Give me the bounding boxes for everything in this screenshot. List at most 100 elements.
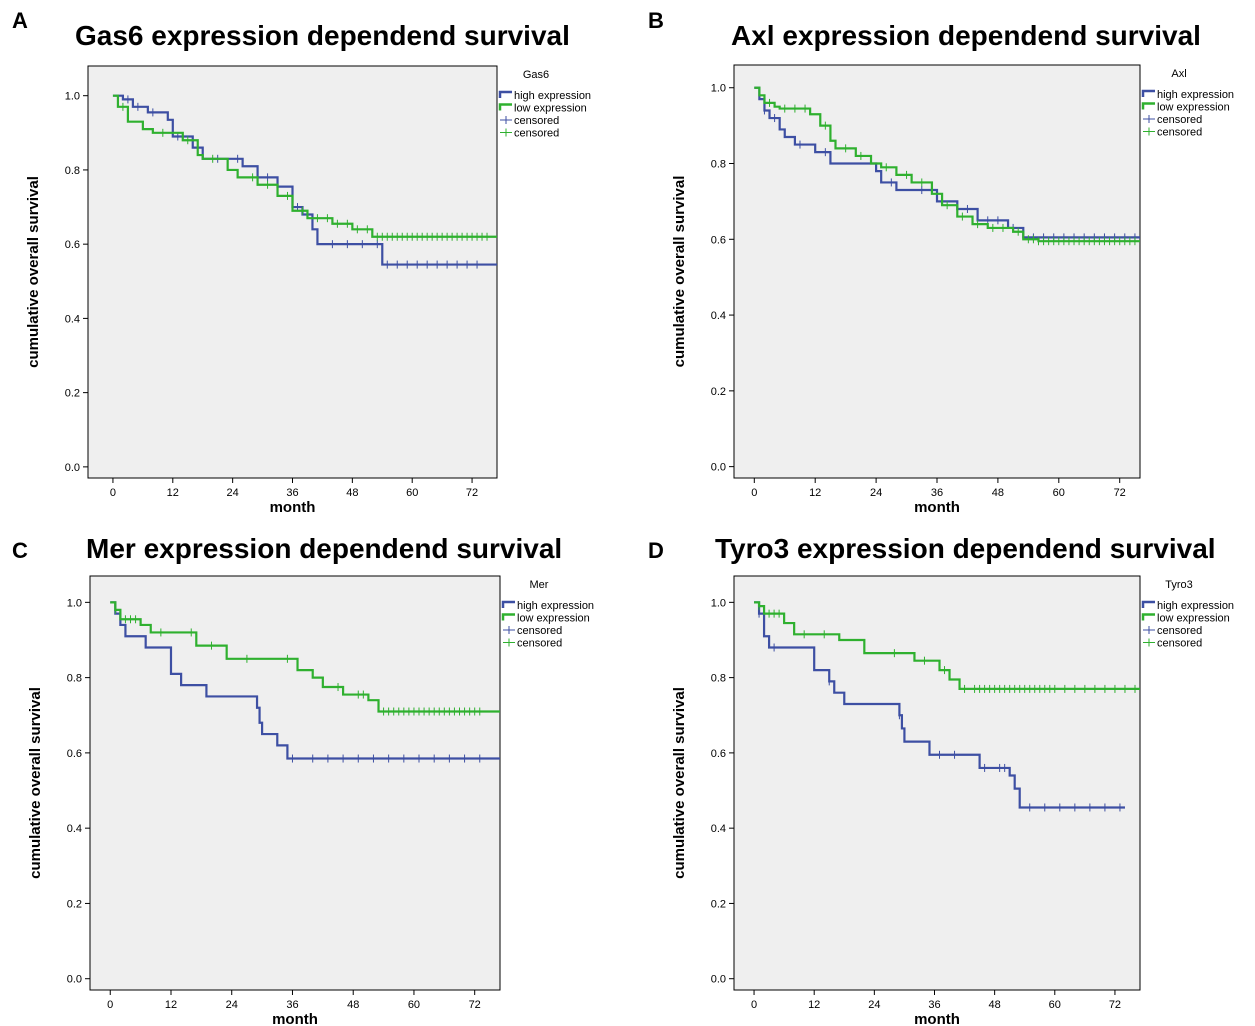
y-tick-label: 0.4: [711, 310, 726, 322]
legend-entry: censored: [1157, 625, 1202, 637]
survival-curve-low: [754, 601, 1140, 691]
legend-title: Tyro3: [1165, 579, 1193, 591]
survival-curve-high: [754, 86, 1140, 239]
x-tick-label: 0: [751, 487, 757, 499]
legend-entry: high expression: [1157, 89, 1234, 101]
panel-a: A Gas6 expression dependend survival 0.0…: [0, 0, 628, 516]
x-axis-label: month: [270, 499, 316, 516]
y-tick-label: 0.6: [711, 748, 726, 760]
y-tick-label: 1.0: [65, 91, 80, 103]
panel-c: C Mer expression dependend survival 0.0 0…: [0, 515, 628, 1026]
legend-swatch-low: [1141, 102, 1155, 110]
legend-title: Gas6: [523, 69, 549, 81]
y-tick-label: 0.0: [711, 974, 726, 986]
legend-title: Mer: [530, 579, 549, 591]
legend-entry: censored: [1157, 127, 1202, 139]
legend-swatch-high: [501, 600, 515, 608]
y-tick-label: 0.8: [711, 673, 726, 685]
legend-entry: low expression: [1157, 613, 1230, 625]
x-tick-label: 48: [346, 487, 358, 499]
legend-entry: censored: [514, 115, 559, 127]
survival-curve-high: [754, 601, 1125, 809]
y-tick-label: 0.0: [67, 974, 82, 986]
x-tick-label: 60: [408, 999, 420, 1011]
x-tick-label: 12: [808, 999, 820, 1011]
survival-curve-high: [110, 601, 500, 760]
x-tick-label: 48: [989, 999, 1001, 1011]
x-tick-label: 36: [928, 999, 940, 1011]
legend-swatch-low: [498, 103, 512, 111]
x-tick-label: 12: [167, 487, 179, 499]
y-tick-label: 0.2: [67, 898, 82, 910]
legend-entry: low expression: [514, 103, 587, 115]
y-tick-label: 0.8: [65, 165, 80, 177]
x-tick-label: 36: [286, 999, 298, 1011]
legend-entry: censored: [517, 625, 562, 637]
y-tick-label: 0.0: [65, 462, 80, 474]
y-axis-label: cumulative overall survival: [671, 687, 688, 879]
y-axis-label: cumulative overall survival: [671, 176, 688, 368]
legend-entry: censored: [517, 638, 562, 650]
x-axis-label: month: [272, 1011, 318, 1026]
survival-curve-high: [112, 94, 497, 266]
survival-chart-d: 0.0 0.2 0.4 0.6 0.8 1.0 0 12 24 36 48 60 72 month cumu…: [671, 575, 1234, 1026]
x-tick-label: 0: [110, 487, 116, 499]
legend-swatch-high: [1141, 600, 1155, 608]
survival-curve-low: [112, 94, 497, 238]
survival-curve-low: [110, 601, 500, 713]
chart-title-c: Mer expression dependend survival: [86, 533, 563, 564]
y-tick-label: 0.8: [711, 159, 726, 171]
x-tick-label: 24: [227, 487, 239, 499]
x-tick-label: 0: [107, 999, 113, 1011]
panel-letter-a: A: [12, 8, 28, 33]
x-tick-label: 72: [469, 999, 481, 1011]
x-tick-label: 60: [406, 487, 418, 499]
panel-letter-c: C: [12, 538, 28, 563]
legend-title: Axl: [1171, 68, 1186, 80]
plot-area-c: [89, 575, 501, 991]
legend-entry: high expression: [1157, 600, 1234, 612]
x-tick-label: 36: [286, 487, 298, 499]
x-tick-label: 24: [868, 999, 880, 1011]
panel-b: B Axl expression dependend survival 0.0 0…: [628, 0, 1255, 516]
chart-title-d: Tyro3 expression dependend survival: [715, 533, 1216, 564]
panel-letter-b: B: [648, 8, 664, 33]
panel-d: D Tyro3 expression dependend survival 0.…: [628, 515, 1255, 1026]
x-tick-label: 48: [992, 487, 1004, 499]
x-tick-label: 12: [809, 487, 821, 499]
x-tick-label: 36: [931, 487, 943, 499]
x-tick-label: 72: [1114, 487, 1126, 499]
legend-swatch-high: [498, 90, 512, 98]
legend-swatch-low: [501, 613, 515, 621]
y-tick-label: 0.8: [67, 673, 82, 685]
survival-chart-a: 0.0 0.2 0.4 0.6 0.8 1.0 0 12 24 36 48 60 72 month cumu…: [25, 65, 591, 516]
y-tick-label: 0.2: [711, 386, 726, 398]
legend-entry: low expression: [517, 613, 590, 625]
y-tick-label: 1.0: [67, 597, 82, 609]
y-tick-label: 0.6: [67, 748, 82, 760]
legend-entry: high expression: [514, 90, 591, 102]
y-axis-label: cumulative overall survival: [27, 687, 44, 879]
legend-swatch-high: [1141, 89, 1155, 97]
x-axis-label: month: [914, 1011, 960, 1026]
y-tick-label: 0.2: [711, 898, 726, 910]
chart-title-a: Gas6 expression dependend survival: [75, 20, 570, 51]
x-tick-label: 0: [751, 999, 757, 1011]
survival-chart-b: 0.0 0.2 0.4 0.6 0.8 1.0 0 12 24 36 48 60 72 month cumu…: [671, 64, 1234, 516]
x-tick-label: 60: [1053, 487, 1065, 499]
y-tick-label: 0.6: [711, 234, 726, 246]
survival-curve-low: [754, 86, 1140, 243]
x-tick-label: 24: [870, 487, 882, 499]
y-tick-label: 0.4: [711, 823, 726, 835]
y-tick-label: 1.0: [711, 83, 726, 95]
plot-area-a: [87, 65, 498, 479]
x-tick-label: 12: [165, 999, 177, 1011]
y-tick-label: 0.0: [711, 462, 726, 474]
y-tick-label: 0.2: [65, 388, 80, 400]
x-axis-label: month: [914, 499, 960, 516]
plot-area-b: [733, 64, 1141, 479]
legend-entry: low expression: [1157, 102, 1230, 114]
panel-letter-d: D: [648, 538, 664, 563]
x-tick-label: 48: [347, 999, 359, 1011]
x-tick-label: 72: [466, 487, 478, 499]
